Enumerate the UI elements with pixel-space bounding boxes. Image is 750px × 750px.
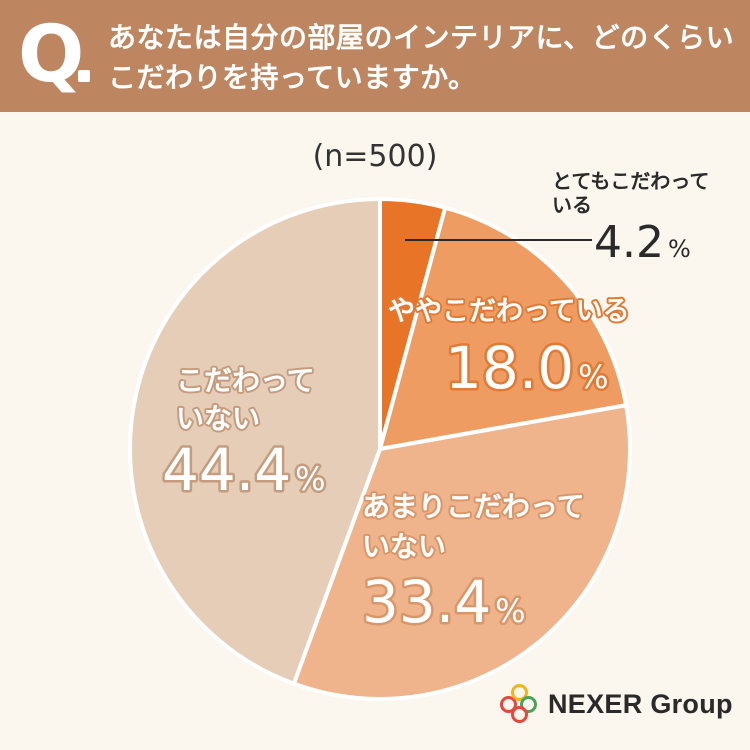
slice-1-value: 18.0% <box>445 334 609 402</box>
slice-2-label-line1: あまりこだわって <box>362 490 585 523</box>
nexer-logo-text: NEXER Group <box>548 688 733 719</box>
pie-chart: (n=500) とてもこだわって いる 4.2% ややこだわっている 18.0% あまりこだ… <box>0 112 750 750</box>
nexer-logo-icon <box>500 684 540 724</box>
slice-1-label-line1: ややこだわっている <box>388 296 630 327</box>
question-text: あなたは自分の部屋のインテリアに、どのくらい こだわりを持っていますか。 <box>108 18 738 98</box>
pie-slice-2 <box>291 403 632 701</box>
slice-3-label-line2: いない <box>176 402 260 435</box>
q-dot <box>78 70 90 82</box>
slice-0-label-line2: いる <box>552 193 592 217</box>
slice-2-label-line2: いない <box>362 530 446 563</box>
sample-size-label: (n=500) <box>313 139 438 174</box>
slice-0-label-line1: とてもこだわって <box>552 169 709 193</box>
pie-slice-1 <box>378 205 629 451</box>
slice-0-value: 4.2% <box>594 217 691 268</box>
slice-3-value: 44.4% <box>162 436 326 504</box>
pie-slice-3 <box>128 197 382 686</box>
q-letter: Q <box>18 10 85 100</box>
slice-2-value: 33.4% <box>362 568 526 636</box>
question-header: Q あなたは自分の部屋のインテリアに、どのくらい こだわりを持っていますか。 <box>0 0 750 112</box>
question-line-2: こだわりを持っていますか。 <box>108 61 477 94</box>
slice-3-label-line1: こだわって <box>176 364 315 397</box>
question-line-1: あなたは自分の部屋のインテリアに、どのくらい <box>108 21 735 54</box>
nexer-logo: NEXER Group <box>500 682 733 726</box>
